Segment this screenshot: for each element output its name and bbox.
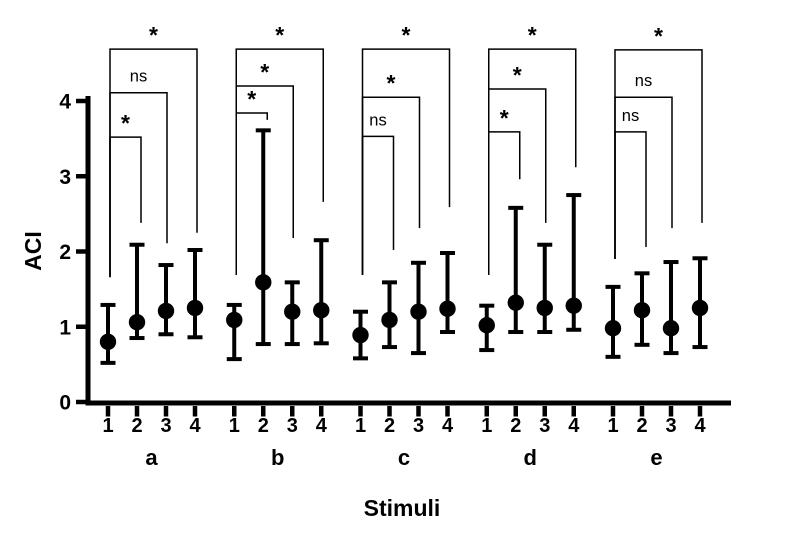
x-tick-label: 4: [442, 415, 454, 437]
mean-dot: [128, 314, 146, 331]
x-tick-label: 2: [510, 415, 521, 437]
x-tick-label: 3: [665, 415, 676, 437]
mean-dot: [410, 303, 427, 320]
mean-dot: [604, 320, 622, 337]
x-tick-label: 2: [636, 415, 647, 437]
significance-label: *: [402, 22, 411, 48]
y-tick-label: 1: [59, 316, 71, 339]
x-tick-label: 2: [384, 415, 395, 437]
mean-dot: [633, 301, 651, 319]
x-tick-label: 4: [316, 415, 328, 437]
significance-label: ns: [635, 72, 652, 90]
mean-dot: [565, 297, 582, 314]
group-label: e: [650, 445, 662, 470]
significance-label: *: [149, 22, 158, 48]
x-tick-label: 1: [607, 415, 618, 437]
mean-dot: [352, 326, 369, 344]
y-tick-label: 0: [59, 392, 71, 415]
mean-dot: [507, 294, 524, 311]
significance-label: ns: [622, 107, 639, 125]
significance-label: *: [275, 22, 284, 48]
x-tick-label: 3: [160, 415, 171, 437]
mean-dot: [313, 301, 330, 319]
significance-bracket: [614, 131, 647, 260]
mean-dot: [536, 299, 553, 317]
significance-label: *: [247, 86, 256, 112]
mean-dot: [226, 311, 243, 329]
group-label: d: [524, 445, 537, 470]
y-tick-label: 3: [59, 166, 71, 189]
mean-dot: [439, 300, 456, 317]
significance-label: ns: [130, 68, 147, 86]
significance-label: *: [500, 105, 509, 131]
x-tick-label: 4: [568, 415, 580, 437]
significance-label: *: [387, 70, 396, 96]
significance-label: ns: [369, 111, 386, 129]
significance-label: *: [260, 59, 269, 85]
significance-label: *: [654, 23, 663, 49]
significance-label: *: [528, 22, 537, 48]
mean-dot: [691, 299, 709, 317]
mean-dot: [284, 303, 301, 320]
significance-bracket: [235, 48, 324, 275]
mean-dot: [478, 317, 495, 334]
significance-bracket: [109, 48, 198, 278]
x-tick-label: 3: [413, 415, 424, 437]
significance-bracket: [614, 49, 703, 260]
y-tick-label: 2: [59, 241, 71, 264]
mean-dot: [662, 320, 680, 337]
significance-label: *: [121, 110, 130, 136]
x-tick-label: 1: [229, 415, 240, 437]
x-tick-label: 4: [694, 415, 706, 437]
significance-bracket: [361, 135, 395, 275]
x-tick-label: 4: [189, 415, 201, 437]
y-axis-title: ACI: [20, 231, 46, 271]
group-label: a: [145, 445, 158, 470]
x-tick-label: 3: [287, 415, 298, 437]
mean-dot: [157, 302, 175, 320]
x-tick-label: 1: [102, 415, 113, 437]
significance-label: *: [513, 62, 522, 88]
mean-dot: [381, 311, 398, 329]
x-tick-label: 1: [355, 415, 366, 437]
y-tick-label: 4: [59, 91, 71, 114]
significance-bracket: [488, 48, 577, 275]
significance-bracket: [361, 48, 451, 275]
group-label: c: [398, 445, 410, 470]
x-axis-title: Stimuli: [364, 495, 441, 521]
x-tick-label: 3: [539, 415, 550, 437]
mean-dot: [255, 274, 272, 291]
mean-dot: [99, 333, 117, 350]
x-tick-label: 1: [481, 415, 492, 437]
mean-dot: [186, 299, 204, 317]
x-tick-label: 2: [258, 415, 269, 437]
group-label: b: [271, 445, 284, 470]
x-tick-label: 2: [131, 415, 142, 437]
